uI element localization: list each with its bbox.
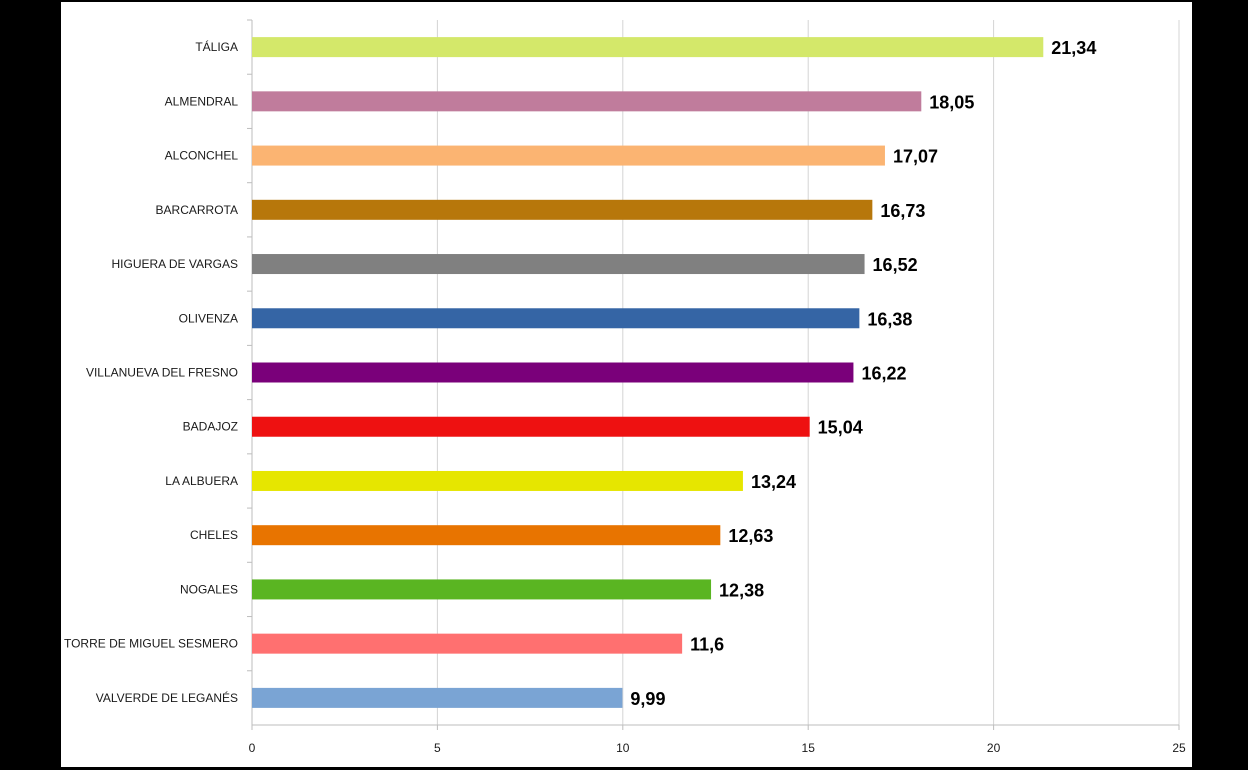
category-label: NOGALES [180,582,238,596]
x-tick-label: 25 [1172,741,1186,755]
bar [252,37,1044,58]
bar [252,687,623,708]
category-label: ALMENDRAL [165,94,239,108]
category-label: TÁLIGA [195,39,238,54]
value-label: 16,38 [867,309,912,329]
labels: 0 5 10 15 20 25 TÁLIGA 21,34 ALMENDRAL 18,05 ALCON… [64,38,1186,755]
value-label: 16,73 [880,201,925,221]
category-label: ALCONCHEL [165,149,239,163]
bar [252,199,873,220]
category-label: CHELES [190,528,238,542]
category-label: LA ALBUERA [165,474,238,488]
bar [252,91,922,112]
category-label: TORRE DE MIGUEL SESMERO [64,637,238,651]
category-label: BARCARROTA [156,203,238,217]
category-label: BADAJOZ [183,420,238,434]
bar [252,254,865,275]
x-tick-label: 5 [434,741,441,755]
category-label: VILLANUEVA DEL FRESNO [86,366,238,380]
category-label: VALVERDE DE LEGANÉS [96,690,238,705]
x-tick-label: 15 [802,741,816,755]
value-label: 21,34 [1051,38,1096,58]
category-label: OLIVENZA [179,311,238,325]
bar [252,362,854,383]
bar [252,470,743,491]
value-label: 17,07 [893,147,938,167]
value-label: 13,24 [751,472,796,492]
bar [252,416,810,437]
bar [252,308,860,329]
value-label: 16,22 [861,364,906,384]
bar [252,633,683,654]
category-label: HIGUERA DE VARGAS [112,257,238,271]
value-label: 12,63 [728,526,773,546]
value-label: 9,99 [630,689,665,709]
bars [252,37,1044,708]
bar [252,145,885,166]
bar [252,525,721,546]
value-label: 16,52 [873,255,918,275]
value-label: 12,38 [719,580,764,600]
bar [252,579,712,600]
value-label: 15,04 [818,418,863,438]
x-tick-label: 20 [987,741,1001,755]
x-tick-label: 10 [616,741,630,755]
value-label: 18,05 [929,92,974,112]
x-tick-label: 0 [249,741,256,755]
value-label: 11,6 [690,635,724,655]
